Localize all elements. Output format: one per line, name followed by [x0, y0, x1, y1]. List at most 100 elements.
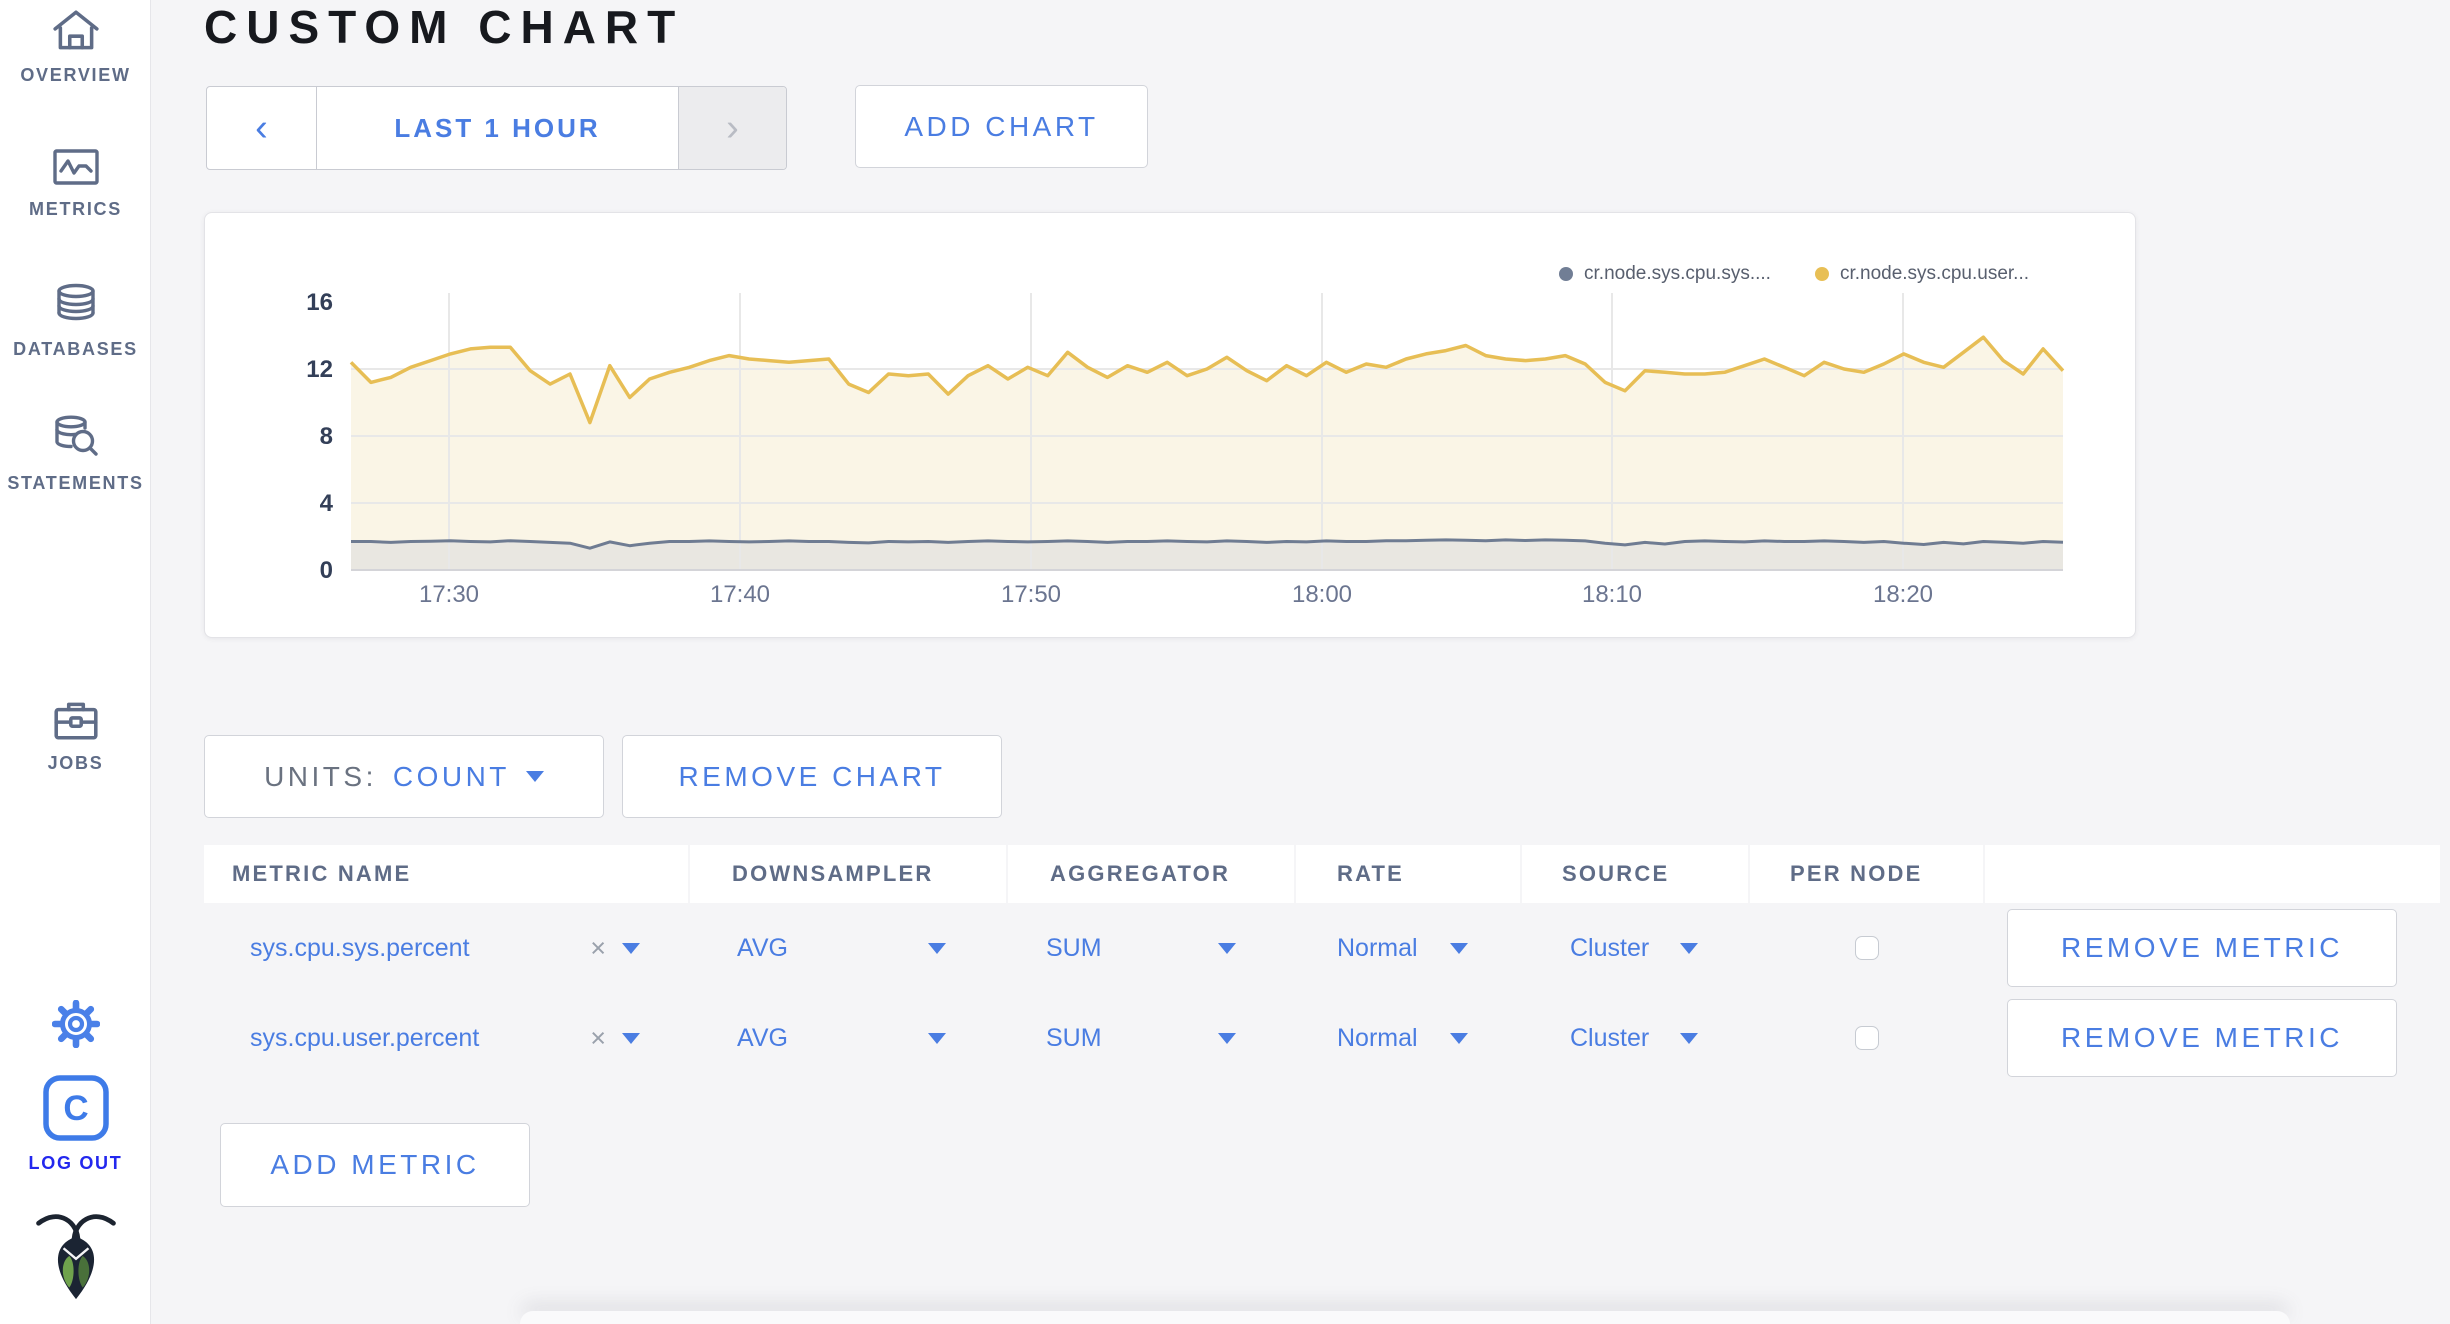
rate-dropdown[interactable]: Normal	[1296, 993, 1520, 1083]
sidebar-item-settings[interactable]	[0, 1000, 151, 1048]
row-actions-cell: REMOVE METRIC	[1985, 903, 2440, 993]
metric-name-value[interactable]: sys.cpu.user.percent	[250, 1023, 480, 1052]
remove-metric-button[interactable]: REMOVE METRIC	[2007, 999, 2397, 1077]
metrics-table: METRIC NAME DOWNSAMPLER AGGREGATOR RATE SOUR…	[204, 845, 2440, 1083]
sidebar-item-metrics[interactable]: METRICS	[0, 146, 151, 220]
units-dropdown[interactable]: UNITS: COUNT	[204, 735, 604, 818]
chevron-down-icon	[928, 942, 946, 954]
legend-item-0[interactable]: cr.node.sys.cpu.sys....	[1559, 263, 1771, 285]
logout-label: LOG OUT	[28, 1153, 123, 1173]
downsampler-dropdown[interactable]: AVG	[690, 993, 1006, 1083]
y-axis-tick-label: 16	[306, 289, 333, 316]
sidebar-item-label: DATABASES	[13, 339, 138, 359]
x-axis-tick-label: 17:30	[419, 581, 479, 608]
x-axis-tick-label: 18:20	[1873, 581, 1933, 608]
databases-icon	[52, 282, 100, 328]
y-axis-tick-label: 12	[306, 356, 333, 383]
y-axis-tick-label: 0	[320, 557, 333, 584]
source-dropdown-value: Cluster	[1570, 1023, 1650, 1052]
per-node-cell	[1750, 993, 1983, 1083]
metric-name-cell: sys.cpu.user.percent ×	[204, 993, 688, 1083]
column-header-rate: RATE	[1296, 845, 1520, 903]
y-axis-tick-label: 4	[320, 490, 334, 517]
chevron-down-icon	[1218, 942, 1236, 954]
metric-clear-group: ×	[590, 933, 640, 964]
column-header-actions	[1985, 845, 2440, 903]
sidebar-item-jobs[interactable]: JOBS	[0, 698, 151, 774]
column-header-downsampler: DOWNSAMPLER	[690, 845, 1006, 903]
series-area-0	[351, 539, 2063, 570]
time-range-prev-button[interactable]: ‹	[207, 87, 317, 169]
chevron-down-icon	[525, 771, 544, 782]
page-title: CUSTOM CHART	[204, 1, 685, 53]
per-node-cell	[1750, 903, 1983, 993]
chevron-down-icon	[1450, 1032, 1468, 1044]
column-header-source: SOURCE	[1522, 845, 1748, 903]
series-line-0	[351, 538, 2064, 550]
statements-icon	[51, 414, 101, 462]
series-area-1	[351, 337, 2063, 570]
source-dropdown-value: Cluster	[1570, 933, 1650, 962]
units-value: COUNT	[392, 760, 510, 792]
cpu-usage-chart: 0 4 8 12 16 17:30 17:40 17:50 18:00 18:10 18:20	[306, 289, 2065, 608]
clear-metric-icon[interactable]: ×	[590, 932, 606, 963]
metric-clear-group: ×	[590, 1023, 640, 1054]
rate-dropdown-value: Normal	[1337, 933, 1418, 962]
metric-name-value[interactable]: sys.cpu.sys.percent	[250, 933, 470, 962]
aggregator-dropdown-value: SUM	[1046, 1023, 1102, 1052]
downsampler-dropdown-value: AVG	[737, 933, 788, 962]
sidebar-item-statements[interactable]: STATEMENTS	[0, 414, 151, 494]
per-node-checkbox[interactable]	[1854, 1026, 1879, 1050]
add-chart-button[interactable]: ADD CHART	[855, 85, 1148, 168]
per-node-checkbox[interactable]	[1854, 936, 1879, 960]
chevron-down-icon	[1680, 942, 1698, 954]
downsampler-dropdown-value: AVG	[737, 1023, 788, 1052]
time-range-next-button[interactable]: ›	[678, 87, 786, 169]
time-range-label[interactable]: LAST 1 HOUR	[394, 112, 601, 143]
x-axis-tick-label: 17:50	[1001, 581, 1061, 608]
aggregator-dropdown[interactable]: SUM	[1008, 993, 1294, 1083]
x-axis-tick-label: 18:00	[1292, 581, 1352, 608]
column-header-aggregator: AGGREGATOR	[1008, 845, 1294, 903]
x-axis-tick-label: 17:40	[710, 581, 770, 608]
aggregator-dropdown-value: SUM	[1046, 933, 1102, 962]
remove-chart-button[interactable]: REMOVE CHART	[622, 735, 1002, 818]
remove-metric-button[interactable]: REMOVE METRIC	[2007, 909, 2397, 987]
aggregator-dropdown[interactable]: SUM	[1008, 903, 1294, 993]
chart-legend: cr.node.sys.cpu.sys.... cr.node.sys.cpu.u…	[1559, 263, 2029, 285]
rate-dropdown[interactable]: Normal	[1296, 903, 1520, 993]
sidebar-item-label: JOBS	[47, 753, 104, 773]
metric-row-1: sys.cpu.user.percent × AVG SUM Normal Cluster…	[204, 993, 2440, 1083]
cockroachdb-logo	[0, 1206, 151, 1302]
metrics-table-header: METRIC NAME DOWNSAMPLER AGGREGATOR RATE SOUR…	[204, 845, 2440, 903]
metrics-icon	[51, 146, 101, 188]
chevron-down-icon[interactable]	[622, 1032, 640, 1044]
home-icon	[51, 8, 101, 54]
clear-metric-icon[interactable]: ×	[590, 1022, 606, 1053]
gear-icon	[51, 1000, 100, 1048]
downsampler-dropdown[interactable]: AVG	[690, 903, 1006, 993]
metric-row-0: sys.cpu.sys.percent × AVG SUM Normal Cluster R…	[204, 903, 2440, 993]
x-axis-tick-label: 18:10	[1582, 581, 1642, 608]
cockroach-c-icon: C	[42, 1074, 110, 1142]
sidebar-item-databases[interactable]: DATABASES	[0, 282, 151, 360]
source-dropdown[interactable]: Cluster	[1522, 993, 1748, 1083]
legend-dot-icon	[1559, 267, 1574, 281]
chevron-down-icon	[928, 1032, 946, 1044]
chevron-down-icon	[1450, 942, 1468, 954]
rate-dropdown-value: Normal	[1337, 1023, 1418, 1052]
y-axis-tick-label: 8	[320, 423, 333, 450]
legend-item-1[interactable]: cr.node.sys.cpu.user...	[1814, 263, 2029, 285]
cockroachdb-bug-logo	[33, 1206, 119, 1302]
chevron-right-icon: ›	[726, 106, 739, 149]
add-metric-button[interactable]: ADD METRIC	[220, 1123, 530, 1207]
sidebar-item-label: STATEMENTS	[7, 473, 144, 493]
sidebar-item-logout[interactable]: C LOG OUT	[0, 1074, 151, 1174]
chevron-down-icon	[1680, 1032, 1698, 1044]
sidebar-item-overview[interactable]: OVERVIEW	[0, 8, 151, 86]
chevron-down-icon[interactable]	[622, 942, 640, 954]
source-dropdown[interactable]: Cluster	[1522, 903, 1748, 993]
column-header-per-node: PER NODE	[1750, 845, 1983, 903]
metrics-table-body: sys.cpu.sys.percent × AVG SUM Normal Cluster R…	[204, 903, 2440, 1083]
legend-label: cr.node.sys.cpu.user...	[1839, 263, 2029, 284]
